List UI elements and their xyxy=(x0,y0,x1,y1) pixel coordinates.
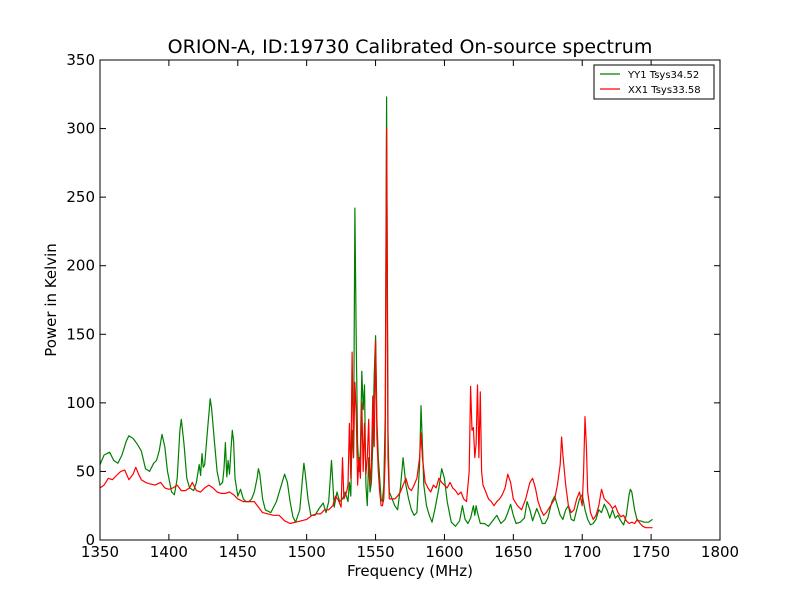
x-tick-label: 1750 xyxy=(632,543,670,561)
plot-area xyxy=(100,60,720,540)
x-tick-label: 1600 xyxy=(425,543,463,561)
series-line-xx1 xyxy=(99,128,653,529)
x-tick-label: 1400 xyxy=(150,543,188,561)
legend-label-xx1: XX1 Tsys33.58 xyxy=(628,85,701,96)
series-layer xyxy=(99,96,653,529)
y-tick-label: 100 xyxy=(66,394,95,412)
x-tick-label: 1800 xyxy=(701,543,739,561)
y-axis-label: Power in Kelvin xyxy=(42,243,60,357)
y-tick-label: 350 xyxy=(66,51,95,69)
legend-box xyxy=(593,64,715,100)
x-tick-label: 1550 xyxy=(356,543,394,561)
y-tick-label: 0 xyxy=(85,531,95,549)
y-tick-label: 300 xyxy=(66,120,95,138)
legend-label-yy1: YY1 Tsys34.52 xyxy=(627,70,699,81)
x-tick-label: 1650 xyxy=(494,543,532,561)
chart-title: ORION-A, ID:19730 Calibrated On-source s… xyxy=(168,36,653,58)
x-tick-label: 1450 xyxy=(219,543,257,561)
x-tick-label: 1350 xyxy=(81,543,119,561)
plot-frame xyxy=(99,59,721,541)
x-axis-ticks: 1350 1400 1450 1500 1550 1600 1650 1700 1750 1800 xyxy=(81,60,739,561)
legend: YY1 Tsys34.52 XX1 Tsys33.58 xyxy=(593,64,715,100)
y-tick-label: 250 xyxy=(66,188,95,206)
y-tick-label: 50 xyxy=(76,462,95,480)
y-tick-label: 200 xyxy=(66,257,95,275)
x-axis-label: Frequency (MHz) xyxy=(347,562,473,580)
y-axis-ticks: 0 50 100 150 200 250 300 350 xyxy=(66,51,720,549)
x-tick-label: 1500 xyxy=(288,543,326,561)
x-tick-label: 1700 xyxy=(563,543,601,561)
y-tick-label: 150 xyxy=(66,325,95,343)
